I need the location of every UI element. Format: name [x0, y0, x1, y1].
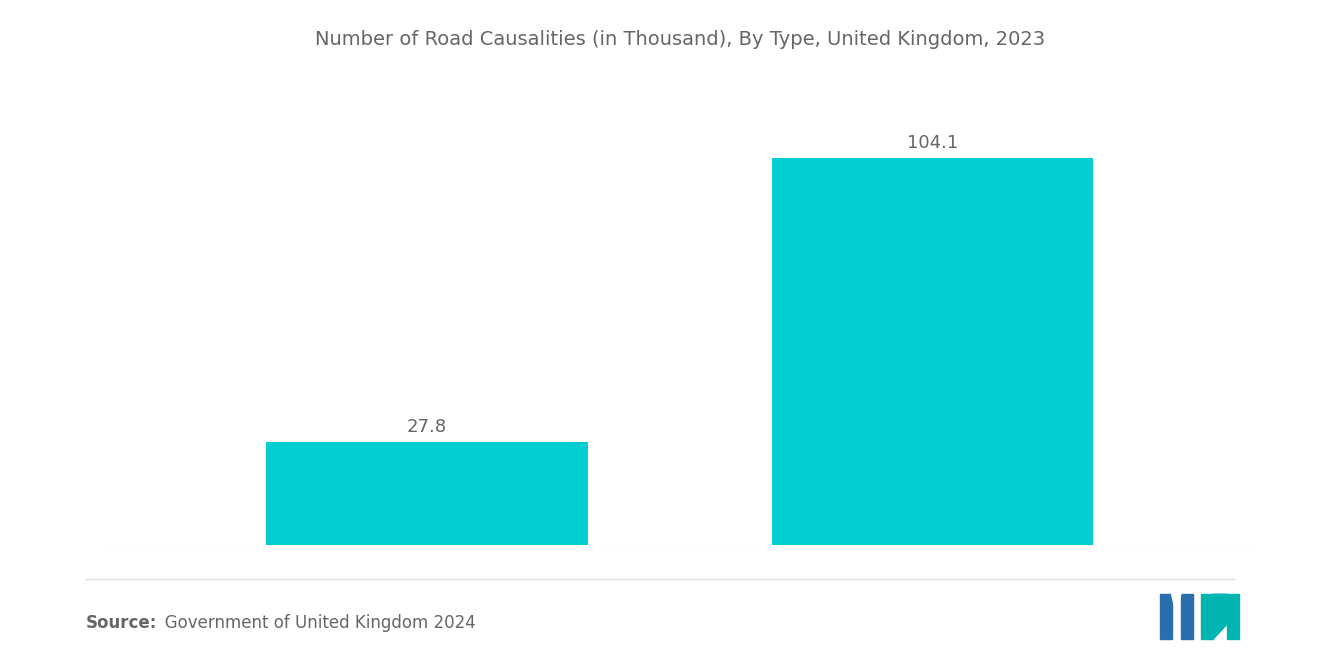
Polygon shape: [1159, 595, 1172, 639]
Polygon shape: [1172, 595, 1181, 612]
Polygon shape: [1201, 595, 1213, 639]
Title: Number of Road Causalities (in Thousand), By Type, United Kingdom, 2023: Number of Road Causalities (in Thousand)…: [314, 30, 1045, 49]
Bar: [267, 442, 587, 545]
Polygon shape: [1213, 595, 1228, 639]
Text: 27.8: 27.8: [407, 418, 447, 436]
Text: Source:: Source:: [86, 614, 157, 632]
Bar: [772, 158, 1093, 545]
Polygon shape: [1228, 595, 1239, 639]
Text: Government of United Kingdom 2024: Government of United Kingdom 2024: [149, 614, 477, 632]
Polygon shape: [1181, 595, 1193, 639]
Text: 104.1: 104.1: [907, 134, 958, 152]
